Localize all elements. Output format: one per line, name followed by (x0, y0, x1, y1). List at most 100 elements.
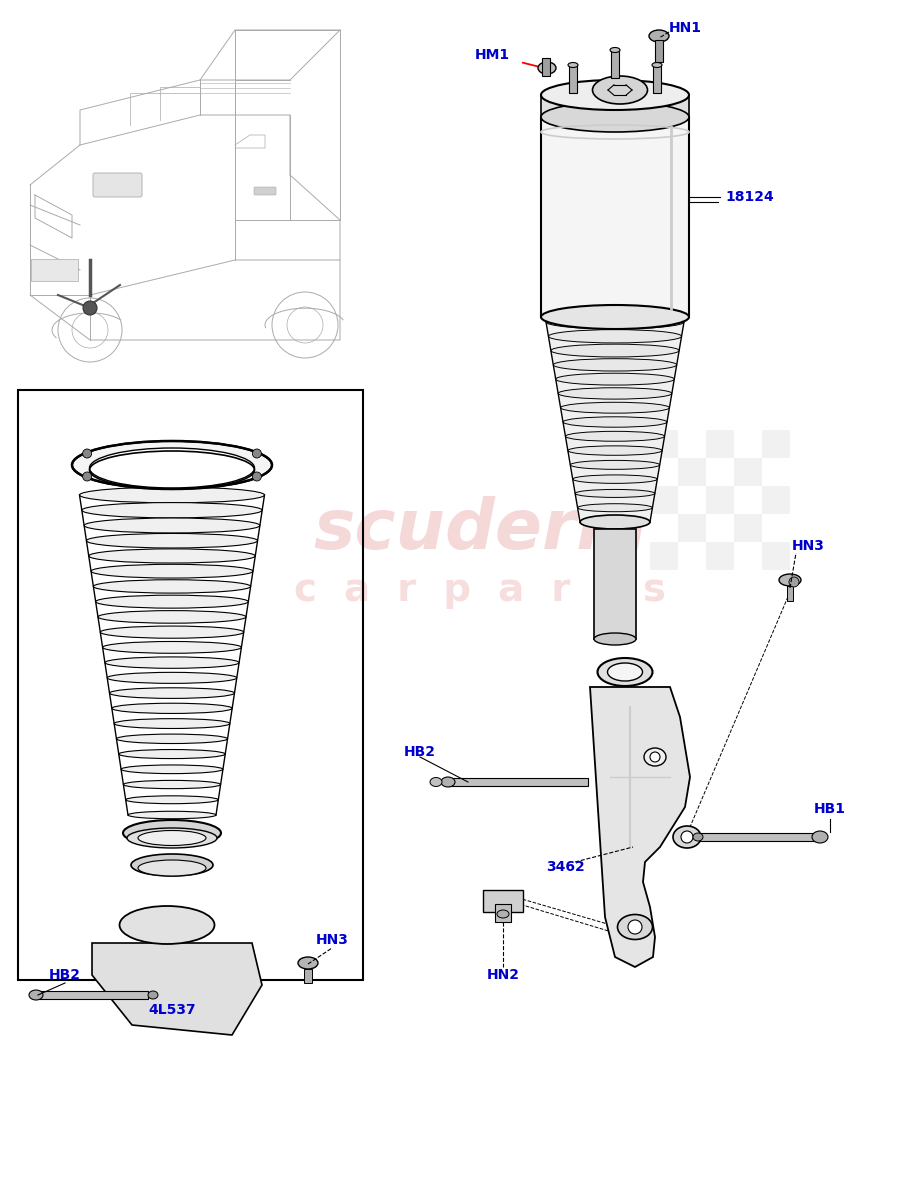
Ellipse shape (112, 703, 233, 714)
Ellipse shape (594, 634, 636, 646)
Text: HB1: HB1 (814, 802, 846, 816)
Ellipse shape (102, 642, 242, 653)
Circle shape (82, 472, 91, 481)
Ellipse shape (567, 446, 662, 455)
Text: HM1: HM1 (474, 48, 510, 62)
Ellipse shape (87, 534, 258, 548)
Ellipse shape (90, 448, 254, 488)
FancyBboxPatch shape (650, 486, 678, 514)
Ellipse shape (81, 503, 262, 518)
Ellipse shape (560, 402, 670, 413)
Text: HB2: HB2 (49, 968, 81, 982)
Ellipse shape (644, 748, 666, 766)
FancyBboxPatch shape (734, 458, 762, 486)
Ellipse shape (812, 830, 828, 842)
Bar (569, 65, 577, 92)
Ellipse shape (121, 764, 223, 774)
FancyBboxPatch shape (650, 542, 678, 570)
Bar (304, 970, 312, 983)
Ellipse shape (546, 316, 684, 329)
Ellipse shape (119, 750, 225, 758)
Circle shape (628, 920, 642, 934)
FancyBboxPatch shape (762, 430, 790, 458)
Ellipse shape (84, 518, 260, 533)
Ellipse shape (89, 548, 255, 563)
Ellipse shape (541, 102, 689, 132)
Ellipse shape (556, 373, 674, 385)
Ellipse shape (673, 826, 701, 848)
FancyBboxPatch shape (31, 259, 78, 281)
Text: c  a  r  p  a  r  t  s: c a r p a r t s (294, 571, 666, 608)
Bar (483, 890, 523, 912)
Ellipse shape (110, 688, 234, 698)
Circle shape (252, 472, 262, 481)
Ellipse shape (610, 48, 620, 53)
Bar (700, 833, 820, 841)
Bar (38, 991, 148, 998)
Ellipse shape (148, 991, 158, 998)
Ellipse shape (597, 658, 653, 686)
Ellipse shape (541, 80, 689, 110)
Ellipse shape (107, 672, 237, 683)
FancyBboxPatch shape (706, 486, 734, 514)
Text: 4L537: 4L537 (148, 1003, 195, 1018)
Ellipse shape (98, 611, 246, 623)
Ellipse shape (652, 62, 662, 67)
Circle shape (789, 577, 799, 587)
Ellipse shape (558, 388, 672, 400)
Bar (18, 390, 363, 980)
Text: HN3: HN3 (316, 934, 348, 947)
Circle shape (252, 449, 262, 458)
Text: HN1: HN1 (669, 20, 701, 35)
FancyBboxPatch shape (706, 542, 734, 570)
FancyBboxPatch shape (762, 486, 790, 514)
Bar (495, 904, 511, 922)
Text: scuderia: scuderia (313, 497, 647, 564)
FancyBboxPatch shape (93, 173, 142, 197)
Circle shape (650, 752, 660, 762)
Ellipse shape (298, 958, 318, 970)
FancyBboxPatch shape (254, 187, 276, 194)
Ellipse shape (580, 515, 650, 529)
FancyBboxPatch shape (762, 542, 790, 570)
FancyBboxPatch shape (678, 514, 706, 542)
Ellipse shape (693, 833, 703, 841)
Ellipse shape (91, 564, 253, 578)
Bar (594, 529, 636, 638)
FancyBboxPatch shape (678, 458, 706, 486)
Ellipse shape (72, 440, 272, 490)
Ellipse shape (553, 359, 677, 371)
Ellipse shape (430, 778, 442, 786)
Text: HB2: HB2 (404, 745, 436, 758)
Ellipse shape (114, 719, 230, 728)
Polygon shape (92, 943, 262, 1034)
Bar (655, 40, 663, 62)
FancyBboxPatch shape (650, 430, 678, 458)
Ellipse shape (593, 76, 647, 104)
Ellipse shape (123, 820, 221, 846)
Ellipse shape (538, 62, 556, 74)
Ellipse shape (119, 906, 214, 944)
Text: 3462: 3462 (546, 860, 585, 874)
Ellipse shape (126, 796, 218, 804)
Bar (787, 586, 793, 601)
Polygon shape (590, 686, 690, 967)
Bar (542, 58, 550, 76)
FancyBboxPatch shape (734, 514, 762, 542)
Ellipse shape (570, 461, 660, 469)
Ellipse shape (131, 854, 213, 876)
Ellipse shape (117, 734, 227, 744)
Ellipse shape (138, 860, 206, 876)
Circle shape (82, 449, 91, 458)
Ellipse shape (100, 626, 243, 638)
Ellipse shape (123, 780, 221, 788)
Ellipse shape (105, 656, 239, 668)
Ellipse shape (541, 305, 689, 329)
Ellipse shape (128, 811, 216, 818)
Circle shape (83, 301, 97, 314)
Ellipse shape (93, 580, 251, 593)
Ellipse shape (779, 574, 801, 586)
Text: 18124: 18124 (725, 190, 774, 204)
Ellipse shape (29, 990, 43, 1000)
Ellipse shape (566, 431, 664, 442)
